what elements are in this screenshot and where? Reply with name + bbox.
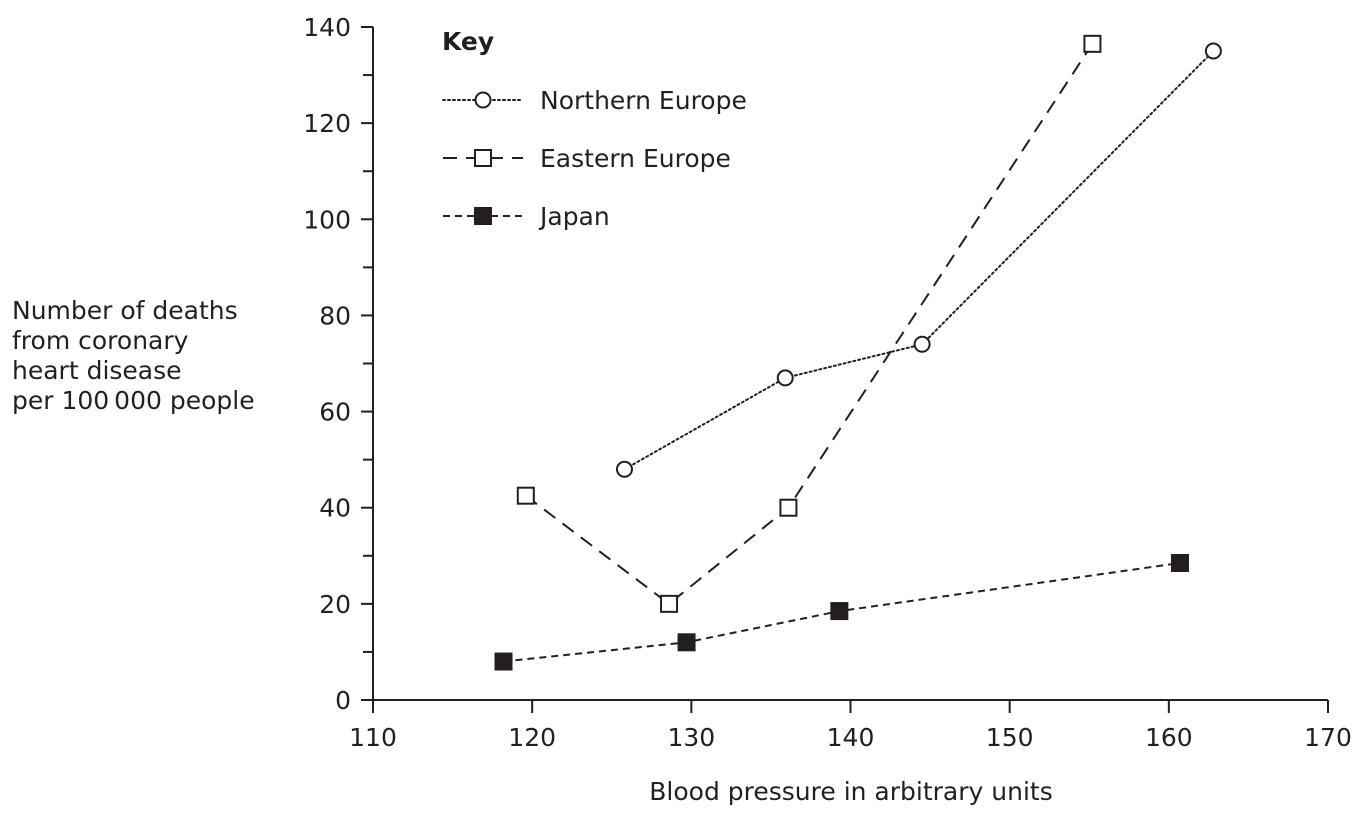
series-line bbox=[623, 50, 1215, 471]
point-marker-square-filled bbox=[474, 207, 492, 225]
point-marker-square-filled bbox=[1170, 553, 1189, 572]
y-tick-label: 20 bbox=[319, 590, 351, 619]
legend-label: Eastern Europe bbox=[540, 144, 731, 173]
y-axis-label-line: heart disease bbox=[12, 356, 182, 385]
x-tick-label: 160 bbox=[1145, 723, 1193, 752]
point-marker-circle bbox=[776, 369, 794, 387]
x-tick-label: 150 bbox=[986, 723, 1034, 752]
y-tick-label: 120 bbox=[303, 109, 351, 138]
legend-title: Key bbox=[442, 27, 494, 56]
x-tick-label: 110 bbox=[349, 723, 397, 752]
point-marker-square-open bbox=[779, 498, 798, 517]
point-marker-square-open bbox=[516, 486, 535, 505]
legend: Key Northern Europe Eastern Europe Japan bbox=[442, 27, 747, 231]
y-tick-label: 40 bbox=[319, 494, 351, 523]
point-marker-square-filled bbox=[494, 652, 513, 671]
axes: 0 20 40 60 80 100 120 140 110 120 130 140 150 160 170 bbox=[303, 13, 1352, 752]
series-layer bbox=[494, 34, 1222, 671]
y-tick-label: 140 bbox=[303, 13, 351, 42]
legend-label: Japan bbox=[538, 202, 610, 231]
y-axis-label-line: Number of deaths bbox=[12, 296, 238, 325]
x-tick-label: 130 bbox=[667, 723, 715, 752]
point-marker-circle bbox=[1204, 42, 1222, 60]
y-axis-label-line: per 100 000 people bbox=[12, 386, 255, 415]
point-marker-square-filled bbox=[677, 633, 696, 652]
y-tick-label: 100 bbox=[303, 205, 351, 234]
series-japan bbox=[494, 553, 1189, 671]
point-marker-circle bbox=[615, 460, 633, 478]
legend-label: Northern Europe bbox=[540, 86, 747, 115]
point-marker-square-open bbox=[1083, 34, 1102, 53]
x-axis-label: Blood pressure in arbitrary units bbox=[649, 777, 1052, 806]
x-tick-label: 140 bbox=[827, 723, 875, 752]
point-marker-circle bbox=[913, 335, 931, 353]
y-tick-label: 0 bbox=[335, 686, 351, 715]
series-line bbox=[525, 43, 1094, 606]
point-marker-square-open bbox=[474, 149, 492, 167]
y-tick-label: 60 bbox=[319, 398, 351, 427]
y-axis-label-line: from coronary bbox=[12, 326, 189, 355]
y-axis-label: Number of deaths from coronary heart dis… bbox=[12, 296, 255, 416]
series-northern-europe bbox=[615, 42, 1222, 478]
x-tick-label: 170 bbox=[1304, 723, 1352, 752]
y-tick-label: 80 bbox=[319, 301, 351, 330]
point-marker-circle bbox=[474, 91, 492, 109]
point-marker-square-filled bbox=[830, 602, 849, 621]
series-eastern-europe bbox=[516, 34, 1102, 613]
point-marker-square-open bbox=[660, 594, 679, 613]
x-tick-label: 120 bbox=[508, 723, 556, 752]
